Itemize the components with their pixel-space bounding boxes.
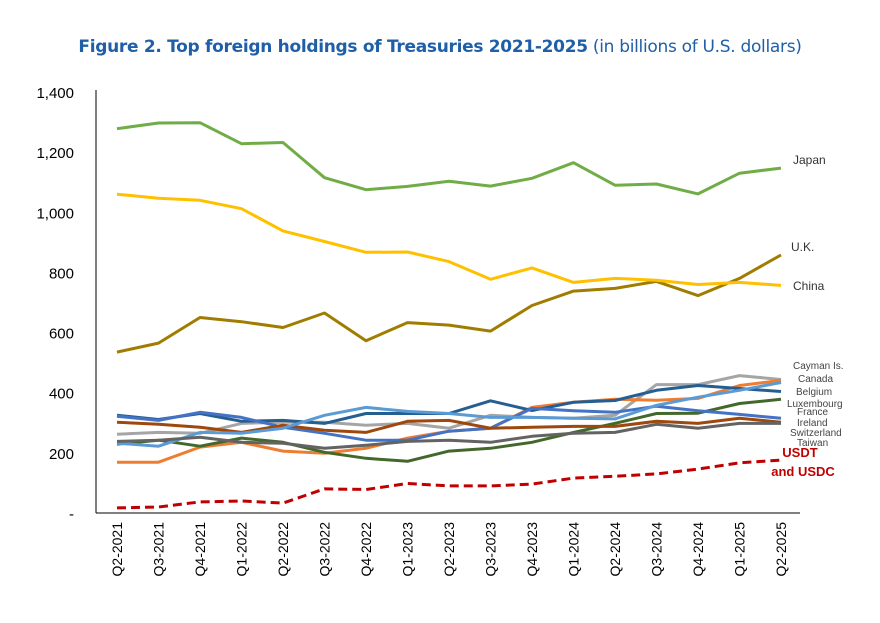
series-label-luxembourg: Luxembourg bbox=[787, 399, 843, 410]
series-label-ireland: Ireland bbox=[797, 418, 828, 429]
series-label-japan: Japan bbox=[793, 153, 826, 167]
x-tick-label: Q2-2023 bbox=[441, 522, 457, 577]
series-line-u-k- bbox=[116, 253, 782, 354]
y-tick-label: 1,000 bbox=[36, 205, 74, 222]
y-tick-label: - bbox=[69, 506, 74, 523]
x-tick-label: Q4-2022 bbox=[358, 522, 374, 577]
x-tick-label: Q2-2022 bbox=[275, 522, 291, 577]
y-tick-label: 1,200 bbox=[36, 145, 74, 162]
series-line-france bbox=[116, 404, 782, 442]
series-label-france: France bbox=[797, 407, 829, 418]
x-tick-label: Q3-2024 bbox=[649, 522, 665, 577]
series-line-switzerland bbox=[116, 381, 782, 448]
x-tick-label: Q2-2025 bbox=[773, 522, 789, 577]
series-line-cayman-is- bbox=[116, 374, 782, 436]
series-label-canada: Canada bbox=[798, 374, 833, 385]
chart-title-main: Figure 2. Top foreign holdings of Treasu… bbox=[78, 37, 588, 57]
series-label-usdt: USDT bbox=[782, 445, 817, 460]
series-label-china: China bbox=[793, 279, 825, 293]
x-tick-label: Q3-2022 bbox=[317, 522, 333, 577]
y-tick-label: 200 bbox=[49, 446, 74, 463]
series-line-taiwan bbox=[116, 421, 781, 450]
x-tick-label: Q3-2021 bbox=[151, 522, 167, 577]
y-tick-label: 800 bbox=[49, 265, 74, 282]
series-label-and-usdc: and USDC bbox=[771, 464, 835, 479]
series-line-japan bbox=[116, 121, 782, 196]
x-tick-label: Q2-2024 bbox=[607, 522, 623, 577]
x-tick-label: Q3-2023 bbox=[483, 522, 499, 577]
x-tick-label: Q1-2025 bbox=[732, 522, 748, 577]
series-line-china bbox=[116, 192, 782, 287]
series-label-belgium: Belgium bbox=[796, 387, 832, 398]
x-tick-label: Q4-2021 bbox=[192, 522, 208, 577]
series-label-switzerland: Switzerland bbox=[790, 428, 842, 439]
x-tick-label: Q2-2021 bbox=[109, 522, 125, 577]
series-line-ireland bbox=[116, 416, 782, 434]
x-tick-label: Q4-2023 bbox=[524, 522, 540, 577]
series-label-cayman-is-: Cayman Is. bbox=[793, 361, 844, 372]
series-line-belgium bbox=[116, 384, 782, 425]
x-tick-label: Q4-2024 bbox=[690, 522, 706, 577]
y-tick-label: 400 bbox=[49, 386, 74, 403]
chart-title: Figure 2. Top foreign holdings of Treasu… bbox=[0, 37, 880, 57]
series-line-usdt-and-usdc bbox=[116, 458, 782, 510]
series-label-taiwan: Taiwan bbox=[797, 438, 828, 449]
series-label-u-k-: U.K. bbox=[791, 240, 814, 254]
x-tick-label: Q1-2023 bbox=[400, 522, 416, 577]
chart-subtitle: (in billions of U.S. dollars) bbox=[592, 37, 802, 57]
x-tick-label: Q1-2022 bbox=[234, 522, 250, 577]
y-tick-label: 600 bbox=[49, 326, 74, 343]
x-tick-label: Q1-2024 bbox=[566, 522, 582, 577]
y-tick-label: 1,400 bbox=[36, 85, 74, 102]
